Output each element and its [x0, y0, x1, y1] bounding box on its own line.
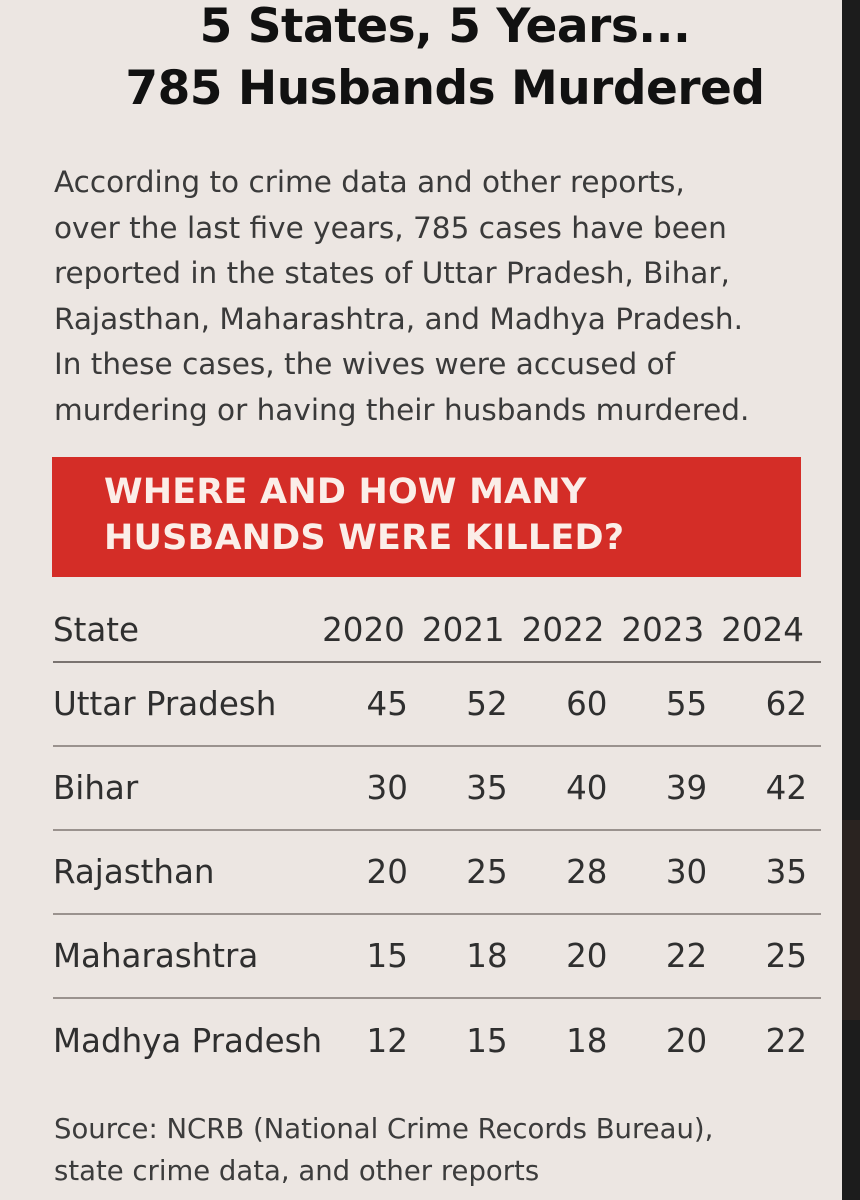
value-cell: 40 [521, 746, 622, 831]
value-cell: 35 [721, 830, 821, 915]
value-cell: 22 [621, 914, 722, 999]
table-row: Madhya Pradesh 12 15 18 20 22 [53, 998, 821, 1082]
state-cell: Rajasthan [53, 830, 323, 915]
banner-line-1: WHERE AND HOW MANY [104, 472, 587, 512]
value-cell: 20 [665, 1021, 708, 1060]
intro-line: reported in the states of Uttar Pradesh,… [54, 256, 730, 290]
column-header-2021: 2021 [421, 598, 522, 663]
source-line-1: Source: NCRB (National Crime Records Bur… [54, 1113, 714, 1145]
column-header-2024: 2024 [721, 598, 821, 663]
intro-line: murdering or having their husbands murde… [54, 392, 750, 427]
state-cell: Bihar [53, 746, 323, 831]
table-row: Bihar 30 35 40 39 42 [53, 746, 821, 831]
value-cell: 22 [765, 1021, 807, 1060]
background-edge [842, 820, 860, 1020]
state-cell: Uttar Pradesh [53, 662, 323, 747]
value-cell: 28 [521, 830, 622, 915]
value-cell: 39 [621, 746, 722, 831]
section-banner: WHERE AND HOW MANY HUSBANDS WERE KILLED? [52, 457, 801, 577]
source-line-2: state crime data, and other reports [54, 1155, 540, 1187]
column-header-2023: 2023 [621, 598, 722, 663]
data-table: State 2020 2021 2022 2023 2024 Uttar Pra… [53, 598, 821, 1082]
value-cell: 15 [466, 1021, 508, 1060]
value-cell: 18 [566, 1021, 608, 1060]
headline-line-1: 5 States, 5 Years... [199, 0, 691, 54]
value-cell: 15 [322, 914, 422, 999]
headline-line-2: 785 Husbands Murdered [125, 61, 765, 116]
value-cell: 25 [421, 830, 522, 915]
value-cell: 45 [322, 662, 422, 747]
table-row: Maharashtra 15 18 20 22 25 [53, 914, 821, 999]
table-header-row: State 2020 2021 2022 2023 2024 [53, 598, 821, 663]
intro-line: In these cases, the wives were accused o… [54, 347, 676, 381]
value-cell: 52 [421, 662, 522, 747]
infographic-page: 5 States, 5 Years... 785 Husbands Murder… [0, 0, 842, 1200]
source-note: Source: NCRB (National Crime Records Bur… [54, 1108, 834, 1192]
column-header-2020: 2020 [322, 598, 422, 663]
value-cell: 55 [621, 662, 722, 747]
column-header-2022: 2022 [521, 598, 622, 663]
table-row: Uttar Pradesh 45 52 60 55 62 [53, 662, 821, 747]
intro-line: over the last five years, 785 cases have… [54, 210, 727, 245]
value-cell: 20 [322, 830, 422, 915]
value-cell: 30 [322, 746, 422, 831]
table-row: Rajasthan 20 25 28 30 35 [53, 830, 821, 915]
value-cell: 20 [521, 914, 622, 999]
value-cell: 12 [366, 1021, 408, 1060]
value-cell: 35 [421, 746, 522, 831]
value-cell: 25 [721, 914, 821, 999]
value-cell: 18 [421, 914, 522, 999]
headline: 5 States, 5 Years... 785 Husbands Murder… [55, 0, 835, 120]
intro-paragraph: According to crime data and other report… [54, 160, 842, 433]
value-cell: 62 [721, 662, 821, 747]
intro-line: According to crime data and other report… [54, 165, 685, 199]
value-cell: 30 [621, 830, 722, 915]
state-cell: Madhya Pradesh [53, 1021, 323, 1060]
intro-line: Rajasthan, Maharashtra, and Madhya Prade… [54, 301, 744, 336]
column-header-state: State [53, 598, 323, 663]
value-cell: 42 [721, 746, 821, 831]
state-cell: Maharashtra [53, 914, 323, 999]
banner-line-2: HUSBANDS WERE KILLED? [104, 518, 625, 558]
value-cell: 60 [521, 662, 622, 747]
